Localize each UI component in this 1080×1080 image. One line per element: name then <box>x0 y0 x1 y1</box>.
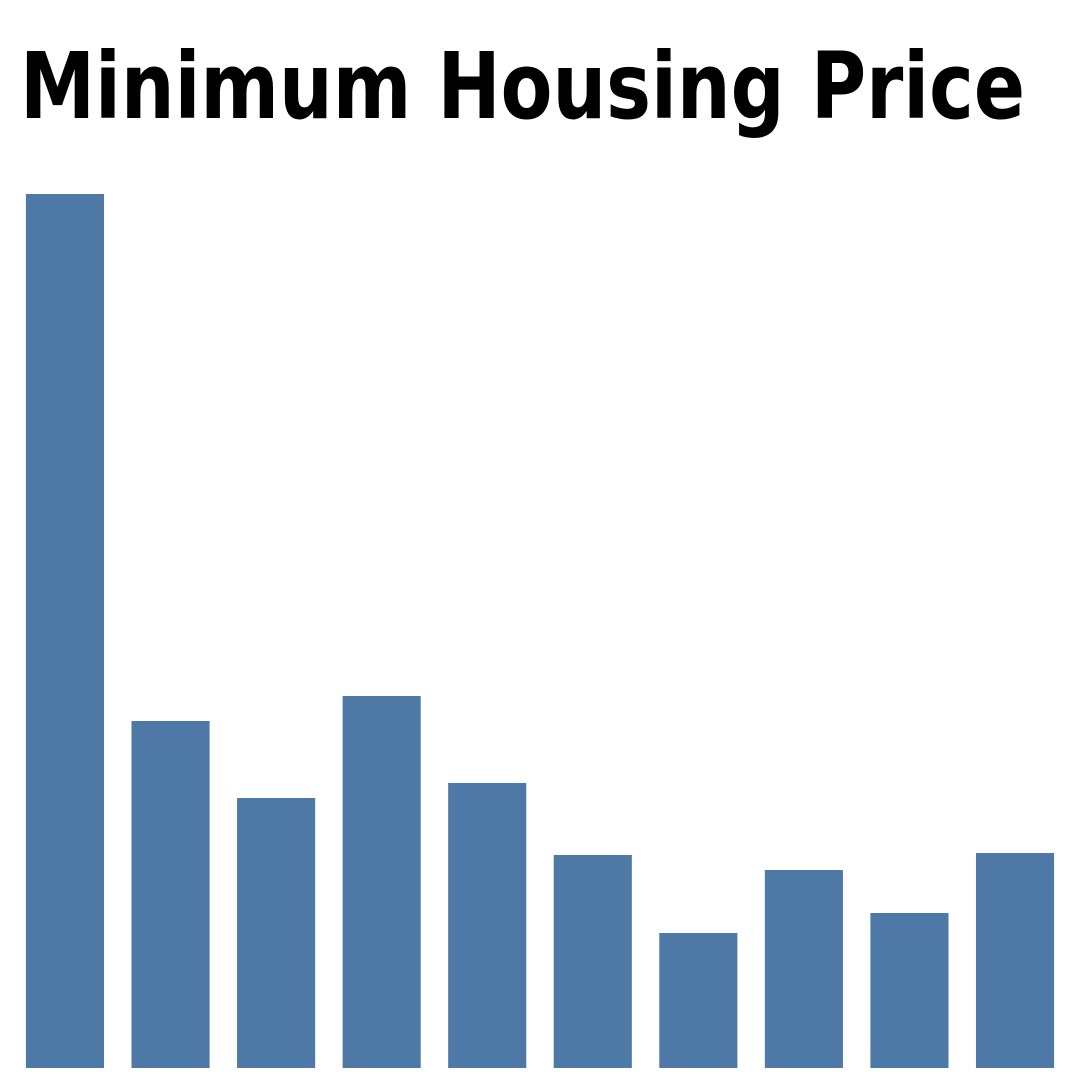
bar <box>659 933 738 1068</box>
bar <box>25 194 105 1068</box>
bar <box>448 783 527 1068</box>
bar <box>553 855 632 1068</box>
bar <box>870 913 949 1068</box>
chart-title: Minimum Housing Price <box>20 33 1025 140</box>
bar <box>131 721 210 1068</box>
bar <box>237 798 316 1068</box>
bar <box>975 853 1055 1068</box>
bar <box>764 870 843 1068</box>
bar <box>342 696 421 1068</box>
